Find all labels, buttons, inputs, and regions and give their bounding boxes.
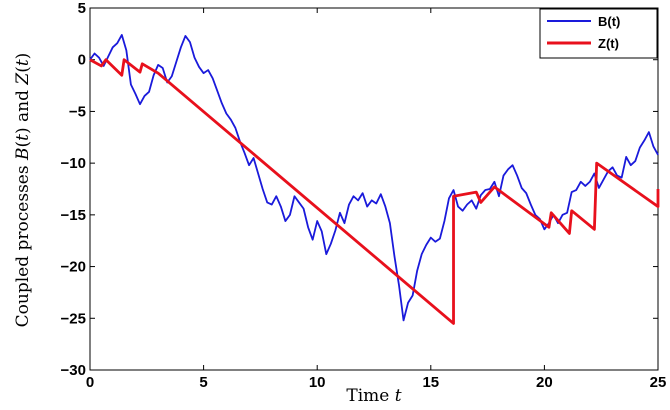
plot-area [89, 7, 659, 371]
legend-label-z: Z(t) [598, 36, 619, 51]
legend: B(t) Z(t) [539, 8, 658, 59]
x-tick-label: 25 [650, 374, 667, 391]
x-tick-label: 10 [309, 374, 326, 391]
y-tick-label: −20 [61, 259, 86, 276]
y-tick-label: −5 [69, 103, 86, 120]
y-tick-label: 0 [78, 52, 86, 69]
legend-box [539, 8, 658, 59]
y-tick-label: −25 [61, 310, 86, 327]
y-tick-label: −15 [61, 207, 86, 224]
x-tick-label: 5 [199, 374, 207, 391]
x-tick-label: 15 [422, 374, 439, 391]
y-tick-label: −10 [61, 155, 86, 172]
x-axis-title: Time t [346, 386, 401, 406]
series-layer [89, 33, 660, 325]
y-tick-label: 5 [78, 0, 86, 17]
y-tick-label: −30 [61, 362, 86, 379]
series-line-z [89, 58, 660, 325]
legend-label-b: B(t) [598, 14, 620, 29]
ticks-layer: 0 5 10 15 20 25 5 0 −5 −10 −15 −20 −25 −30 [61, 0, 667, 391]
x-tick-label: 0 [86, 374, 94, 391]
x-tick-label: 20 [536, 374, 553, 391]
series-line-b [89, 33, 659, 322]
y-axis-title: Coupled processes B(t) and Z(t) [13, 53, 33, 328]
